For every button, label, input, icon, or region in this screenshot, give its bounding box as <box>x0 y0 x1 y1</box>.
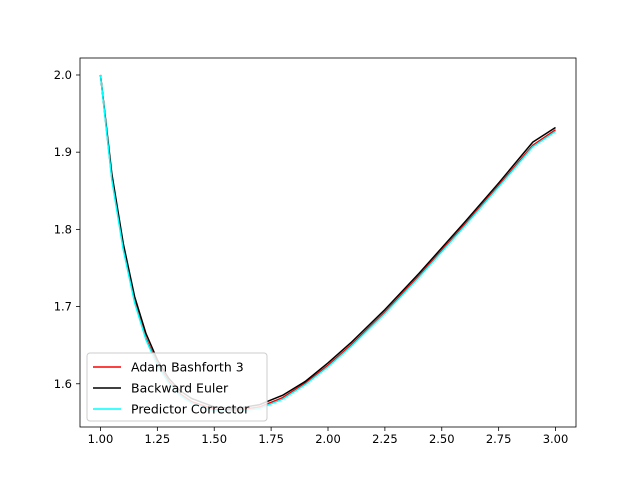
legend-label-1: Backward Euler <box>131 381 229 396</box>
legend-label-2: Predictor Corrector <box>131 402 250 417</box>
x-tick-label: 2.75 <box>486 432 512 446</box>
x-tick-label: 1.50 <box>201 432 227 446</box>
legend-box <box>86 352 268 422</box>
legend: Adam Bashforth 3 Backward Euler Predictor … <box>86 352 268 422</box>
y-tick-label: 1.8 <box>54 222 72 236</box>
x-tick-label: 2.25 <box>372 432 398 446</box>
plot-frame <box>79 57 577 428</box>
axes-layer: 1.00 1.25 1.50 1.75 2.00 2.25 2.50 2.75 3.00 1.6 1… <box>54 68 569 446</box>
x-tick-label: 3.00 <box>543 432 569 446</box>
y-tick-label: 1.6 <box>54 377 72 391</box>
x-tick-label: 2.50 <box>429 432 455 446</box>
legend-label-0: Adam Bashforth 3 <box>131 360 244 375</box>
y-tick-label: 1.7 <box>54 300 72 314</box>
x-tick-label: 1.00 <box>88 432 114 446</box>
y-tick-label: 2.0 <box>54 68 72 82</box>
x-tick-label: 1.75 <box>258 432 284 446</box>
x-tick-label: 1.25 <box>145 432 171 446</box>
y-tick-label: 1.9 <box>54 145 72 159</box>
x-tick-label: 2.00 <box>315 432 341 446</box>
